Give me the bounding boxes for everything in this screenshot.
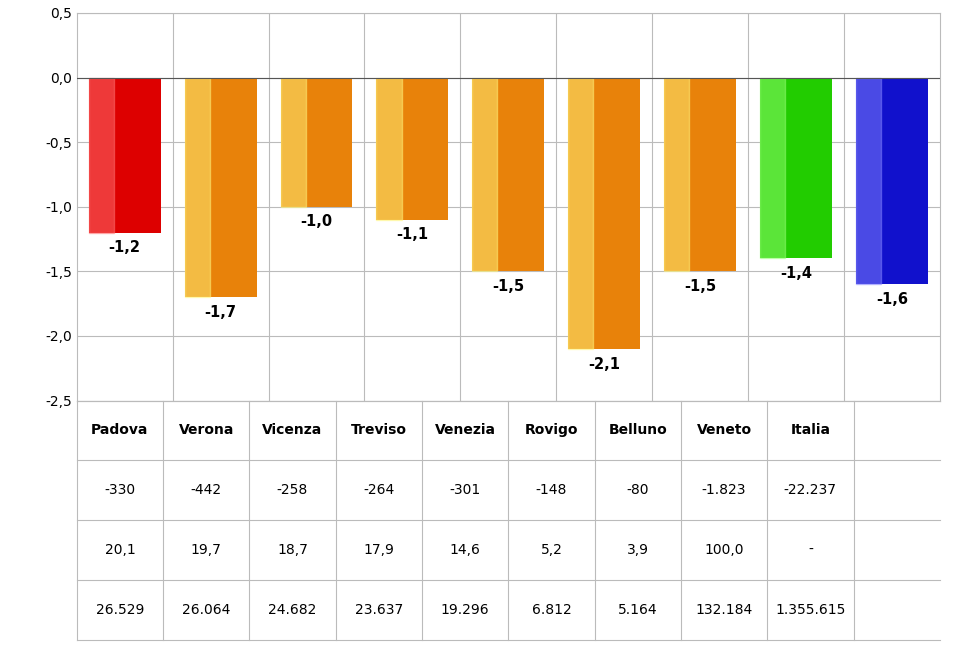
Text: -1,7: -1,7 (204, 305, 237, 320)
Bar (855, 78, 927, 284)
Bar (88, 78, 161, 233)
Text: -80: -80 (626, 483, 649, 497)
Bar (664, 78, 737, 271)
Bar (376, 78, 448, 220)
Text: 19.296: 19.296 (441, 603, 489, 617)
Text: -258: -258 (277, 483, 308, 497)
Text: -264: -264 (363, 483, 394, 497)
Text: Vicenza: Vicenza (263, 423, 322, 437)
Bar (568, 78, 594, 349)
Text: -1,4: -1,4 (780, 266, 812, 281)
Text: 20,1: 20,1 (105, 543, 135, 557)
Text: 24.682: 24.682 (269, 603, 316, 617)
Text: 5.164: 5.164 (618, 603, 658, 617)
Text: 132.184: 132.184 (695, 603, 753, 617)
Bar (855, 78, 881, 284)
Text: -330: -330 (105, 483, 135, 497)
Text: -1,2: -1,2 (108, 240, 141, 255)
Text: -1.823: -1.823 (702, 483, 746, 497)
Text: Verona: Verona (178, 423, 234, 437)
Text: 19,7: 19,7 (191, 543, 222, 557)
Text: -301: -301 (450, 483, 480, 497)
Text: -1,5: -1,5 (684, 279, 716, 294)
Text: -442: -442 (191, 483, 222, 497)
Text: 26.529: 26.529 (96, 603, 144, 617)
Bar (760, 78, 785, 258)
Text: -1,6: -1,6 (876, 292, 908, 307)
Bar (280, 78, 306, 207)
Bar (472, 78, 498, 271)
Bar (664, 78, 690, 271)
Text: Treviso: Treviso (351, 423, 407, 437)
Text: 18,7: 18,7 (277, 543, 308, 557)
Bar (760, 78, 831, 258)
Bar (376, 78, 402, 220)
Text: 5,2: 5,2 (541, 543, 562, 557)
Text: -1,0: -1,0 (300, 214, 333, 229)
Text: Padova: Padova (91, 423, 149, 437)
Text: -22.237: -22.237 (784, 483, 837, 497)
Text: 1.355.615: 1.355.615 (775, 603, 846, 617)
Text: Venezia: Venezia (434, 423, 496, 437)
Text: -: - (807, 543, 813, 557)
Text: -2,1: -2,1 (588, 357, 620, 371)
Text: 100,0: 100,0 (704, 543, 744, 557)
Bar (472, 78, 545, 271)
Text: 6.812: 6.812 (531, 603, 572, 617)
Text: 14,6: 14,6 (450, 543, 480, 557)
Text: 23.637: 23.637 (355, 603, 403, 617)
Text: Rovigo: Rovigo (525, 423, 578, 437)
Bar (568, 78, 641, 349)
Bar (88, 78, 114, 233)
Text: Belluno: Belluno (608, 423, 667, 437)
Text: Veneto: Veneto (696, 423, 752, 437)
Text: -148: -148 (536, 483, 567, 497)
Bar (184, 78, 256, 297)
Bar (280, 78, 352, 207)
Text: 17,9: 17,9 (363, 543, 394, 557)
Bar (184, 78, 210, 297)
Text: -1,5: -1,5 (492, 279, 525, 294)
Text: -1,1: -1,1 (396, 227, 429, 242)
Text: Italia: Italia (790, 423, 830, 437)
Text: 3,9: 3,9 (627, 543, 648, 557)
Text: 26.064: 26.064 (182, 603, 230, 617)
